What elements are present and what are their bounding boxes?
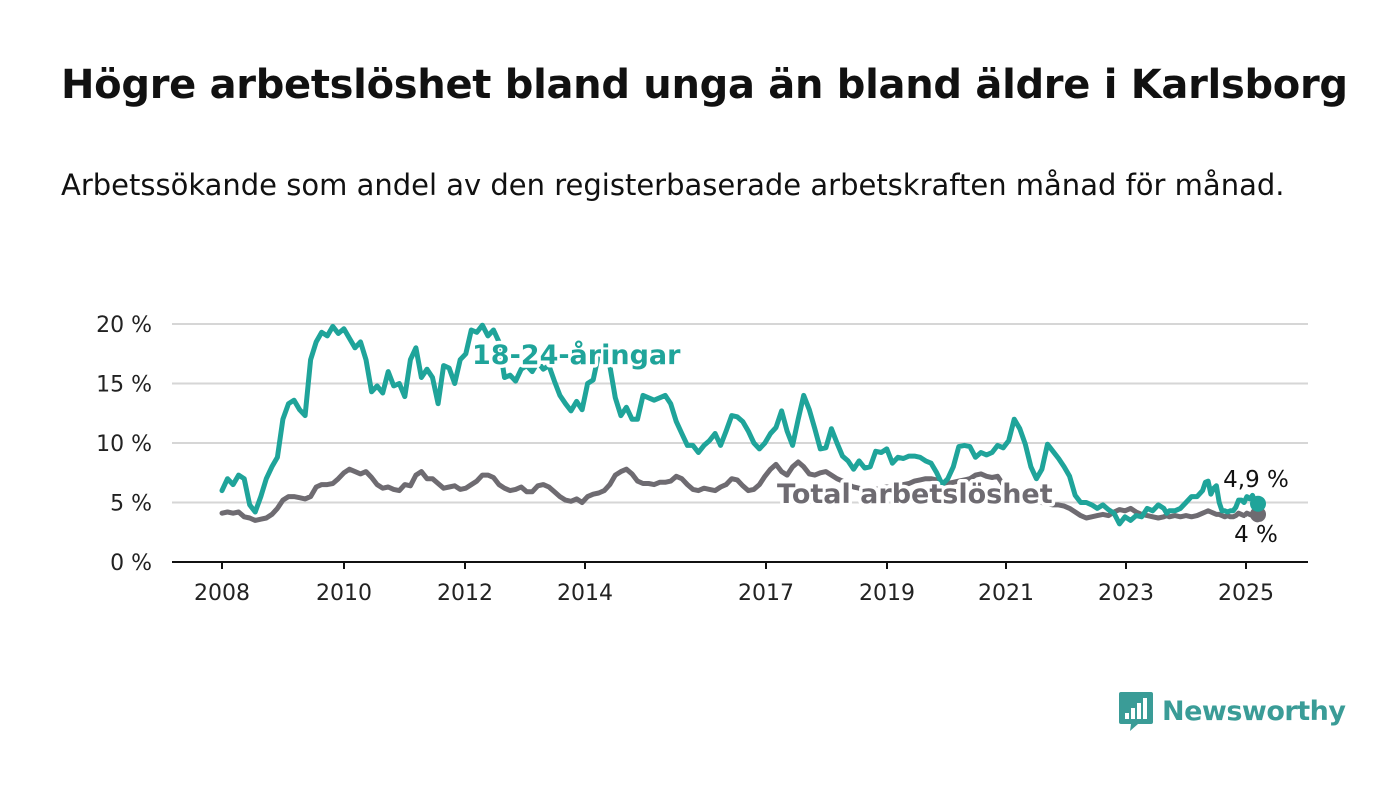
gridlines — [172, 323, 1308, 504]
total-series-line — [219, 459, 1261, 523]
youth-end-value-label: 4,9 % — [1223, 467, 1289, 493]
x-tick-label: 2021 — [978, 581, 1034, 606]
y-tick-label: 0 % — [110, 551, 152, 576]
youth-series-line — [219, 322, 1261, 527]
y-tick-label: 5 % — [110, 492, 152, 517]
series-lines — [219, 322, 1266, 527]
chart-title: Högre arbetslöshet bland unga än bland ä… — [61, 62, 1348, 108]
y-tick-label: 20 % — [96, 313, 152, 338]
y-tick-label: 15 % — [96, 373, 152, 398]
x-tick-label: 2023 — [1098, 581, 1154, 606]
total-end-value-label: 4 % — [1234, 522, 1278, 548]
total-series-name-label: Total arbetslöshet — [777, 479, 1053, 510]
youth-end-point — [1250, 495, 1266, 512]
logo-text: Newsworthy — [1162, 695, 1346, 727]
y-tick-label: 10 % — [96, 432, 152, 457]
axes: 0 % 5 % 10 % 15 % 20 % 2008 2010 2012 2014 2017 20… — [96, 313, 1308, 606]
newsworthy-logo[interactable]: Newsworthy — [1118, 690, 1346, 732]
x-tick-label: 2012 — [437, 581, 493, 606]
x-tick-label: 2017 — [738, 581, 794, 606]
bar-chart-speech-bubble-icon — [1119, 692, 1153, 731]
youth-series-name-label: 18-24-åringar — [472, 339, 681, 371]
x-tick-label: 2008 — [194, 581, 250, 606]
x-tick-label: 2019 — [859, 581, 915, 606]
chart-subtitle: Arbetssökande som andel av den registerb… — [61, 168, 1285, 202]
series-labels: 18-24-åringar Total arbetslöshet 4,9 % 4 % — [469, 336, 1292, 552]
x-tick-label: 2010 — [316, 581, 372, 606]
x-tick-label: 2014 — [557, 581, 613, 606]
x-tick-label: 2025 — [1218, 581, 1274, 606]
